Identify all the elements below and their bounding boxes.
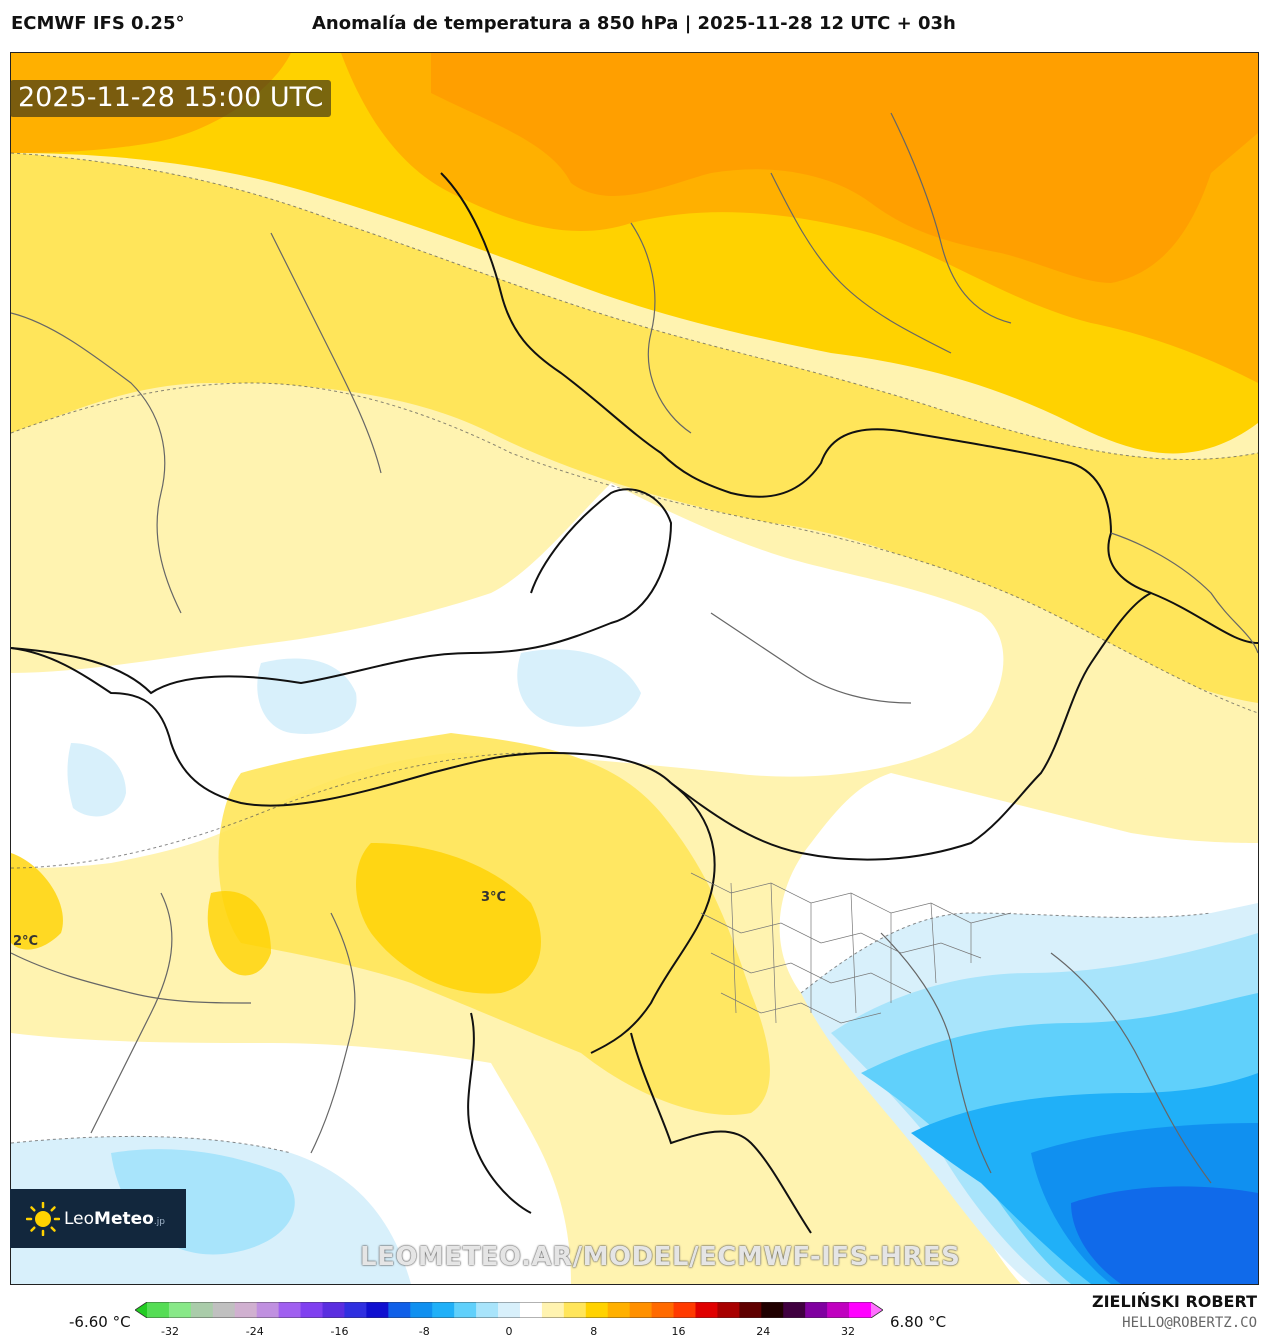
colorbar-tick-label: -8 bbox=[418, 1325, 430, 1338]
colorbar-segment bbox=[498, 1302, 521, 1318]
colorbar-segment bbox=[256, 1302, 280, 1318]
sun-icon bbox=[26, 1201, 60, 1236]
logo-text-bold: Meteo bbox=[94, 1208, 154, 1229]
logo-text-light: Leo bbox=[64, 1208, 95, 1229]
colorbar-segment bbox=[695, 1302, 718, 1318]
contour-label-3c: 3°C bbox=[481, 890, 506, 905]
colorbar-tick-label: -24 bbox=[245, 1325, 264, 1338]
colorbar-segment bbox=[432, 1302, 455, 1318]
colorbar-segment bbox=[476, 1302, 499, 1318]
colorbar-segment bbox=[849, 1302, 872, 1318]
colorbar-segment bbox=[168, 1302, 192, 1318]
colorbar-tick-label: -16 bbox=[330, 1325, 349, 1338]
colorbar bbox=[135, 1302, 883, 1318]
colorbar-segment bbox=[585, 1302, 609, 1318]
colorbar-segment bbox=[322, 1302, 345, 1318]
colorbar-tick-label: 32 bbox=[841, 1325, 855, 1338]
colorbar-segment bbox=[827, 1302, 850, 1318]
colorbar-tick-label: -32 bbox=[161, 1325, 179, 1338]
colorbar-segment bbox=[147, 1302, 170, 1318]
colorbar-segment bbox=[805, 1302, 828, 1318]
colorbar-segment bbox=[519, 1302, 543, 1318]
colorbar-segment bbox=[410, 1302, 433, 1318]
url-watermark: LEOMETEO.AR/MODEL/ECMWF-IFS-HRES bbox=[360, 1242, 961, 1272]
colorbar-segment bbox=[190, 1302, 214, 1318]
colorbar-extend-high bbox=[871, 1302, 883, 1318]
colorbar-segment bbox=[454, 1302, 477, 1318]
colorbar-tick-label: 8 bbox=[590, 1325, 598, 1338]
author-email: HELLO@ROBERTZ.CO bbox=[1122, 1315, 1257, 1331]
logo-text: LeoMeteo.jp bbox=[64, 1209, 165, 1229]
colorbar-segment bbox=[234, 1302, 258, 1318]
colorbar-segment bbox=[563, 1302, 587, 1318]
colorbar-tick-label: 0 bbox=[505, 1325, 513, 1338]
valid-time-badge: 2025-11-28 15:00 UTC bbox=[10, 80, 332, 117]
colorbar-tick-label: 16 bbox=[671, 1325, 686, 1338]
model-name: ECMWF IFS 0.25° bbox=[11, 13, 185, 34]
anomaly-field: 3°C 2°C bbox=[11, 53, 1258, 1284]
colorbar-segment bbox=[366, 1302, 389, 1318]
colorbar-segment bbox=[541, 1302, 565, 1318]
colorbar-ticks: -32 -24 -16 -8 0 8 16 24 32 bbox=[0, 1325, 1267, 1339]
colorbar-max-label: 6.80 °C bbox=[890, 1313, 947, 1331]
colorbar-segment bbox=[278, 1302, 302, 1318]
colorbar-segment bbox=[212, 1302, 236, 1318]
author-name: ZIELIŃSKI ROBERT bbox=[1091, 1292, 1257, 1311]
colorbar-segment bbox=[651, 1302, 675, 1318]
colorbar-min-label: -6.60 °C bbox=[69, 1313, 131, 1331]
colorbar-segment bbox=[673, 1302, 696, 1318]
colorbar-segment bbox=[783, 1302, 806, 1318]
colorbar-segment bbox=[761, 1302, 784, 1318]
colorbar-segment bbox=[739, 1302, 762, 1318]
colorbar-tick-label: 24 bbox=[756, 1325, 771, 1338]
colorbar-segment bbox=[607, 1302, 631, 1318]
weather-map: 3°C 2°C bbox=[10, 52, 1259, 1285]
colorbar-extend-low bbox=[135, 1302, 147, 1318]
colorbar-segment bbox=[344, 1302, 367, 1318]
chart-title: Anomalía de temperatura a 850 hPa | 2025… bbox=[312, 13, 956, 34]
contour-label-2c: 2°C bbox=[13, 934, 38, 949]
leometeo-logo: LeoMeteo.jp bbox=[10, 1189, 186, 1248]
colorbar-segment bbox=[629, 1302, 653, 1318]
logo-suffix: .jp bbox=[153, 1216, 165, 1227]
colorbar-segment bbox=[300, 1302, 324, 1318]
colorbar-segment bbox=[388, 1302, 411, 1318]
colorbar-segment bbox=[717, 1302, 740, 1318]
